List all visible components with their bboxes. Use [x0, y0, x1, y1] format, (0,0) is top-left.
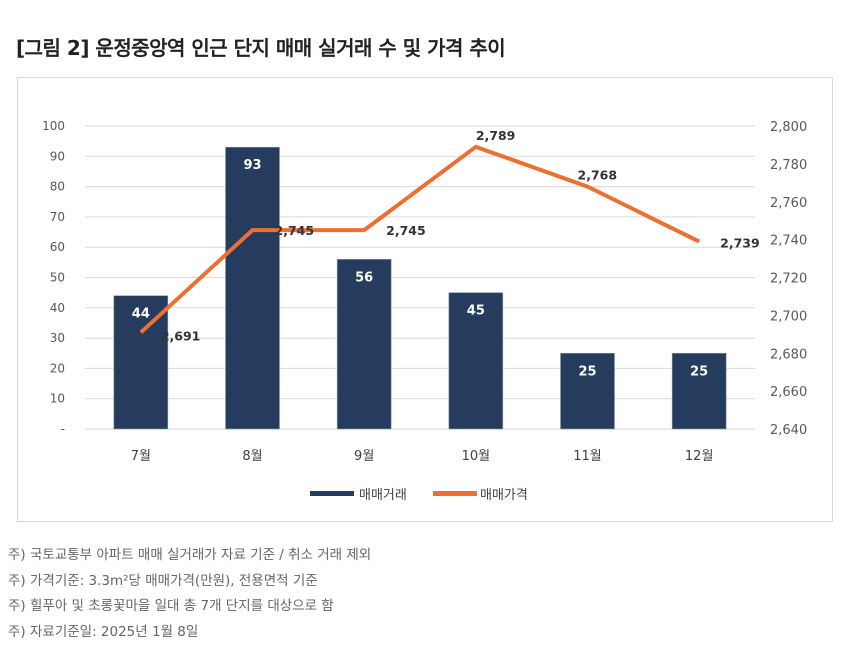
legend-label: 매매가격	[480, 488, 528, 503]
bar	[671, 352, 727, 430]
bar-data-label: 45	[467, 304, 485, 319]
right-tick-label: 2,800	[770, 120, 807, 135]
left-tick-label: 30	[50, 331, 65, 345]
left-tick-label: 100	[42, 119, 65, 133]
left-tick-label: 50	[50, 271, 65, 285]
left-tick-label: 10	[50, 392, 65, 406]
line-data-label: 2,768	[578, 168, 618, 183]
bar	[225, 146, 280, 430]
left-tick-label: 80	[50, 180, 65, 194]
x-tick-label: 11월	[573, 449, 602, 464]
footnote: 주) 가격기준: 3.3m²당 매매가격(만원), 전용면적 기준	[8, 572, 318, 589]
right-tick-label: 2,760	[770, 196, 807, 211]
line-data-label: 2,739	[720, 236, 760, 251]
chart-title: [그림 2] 운정중앙역 인근 단지 매매 실거래 수 및 가격 추이	[16, 36, 506, 60]
left-tick-label: 20	[50, 361, 65, 375]
price-line	[139, 144, 701, 334]
line-data-label: 2,745	[386, 223, 426, 238]
left-tick-label: 90	[50, 149, 65, 163]
line-data-label: 2,691	[161, 328, 201, 343]
legend-bar-swatch	[310, 491, 354, 496]
footnotes: 주) 국토교통부 아파트 매매 실거래가 자료 기준 / 취소 거래 제외 주)…	[8, 543, 371, 645]
bar-data-label: 56	[355, 270, 373, 285]
left-tick-label: 70	[50, 210, 65, 224]
right-tick-label: 2,700	[770, 309, 807, 324]
right-tick-label: 2,720	[770, 272, 807, 287]
x-tick-label: 12월	[685, 449, 714, 464]
footnote: 주) 국토교통부 아파트 매매 실거래가 자료 기준 / 취소 거래 제외	[8, 547, 372, 563]
right-tick-label: 2,740	[770, 234, 807, 249]
line-data-label: 2,745	[275, 223, 315, 238]
left-tick-label: -	[61, 422, 65, 436]
x-tick-label: 7월	[131, 449, 151, 464]
right-tick-label: 2,680	[770, 347, 807, 362]
x-tick-label: 8월	[242, 449, 262, 464]
bar-data-label: 93	[243, 158, 261, 173]
footnote: 주) 자료기준일: 2025년 1월 8일	[8, 623, 199, 640]
chart-container: - 10 20 30 40 50 60 70 80 90 100 2,640 2,660 2,680 2,7…	[17, 77, 833, 522]
x-tick-label: 9월	[354, 449, 374, 464]
right-tick-label: 2,660	[770, 385, 807, 400]
legend-line-swatch	[433, 491, 477, 496]
legend-label: 매매거래	[359, 488, 407, 503]
bar-data-label: 25	[690, 364, 708, 379]
combo-chart: - 10 20 30 40 50 60 70 80 90 100 2,640 2,660 2,680 2,7…	[42, 119, 807, 503]
footnote: 주) 힐푸아 및 초롱꽃마을 일대 총 7개 단지를 대상으로 함	[8, 598, 334, 614]
x-tick-label: 10월	[462, 449, 491, 464]
line-data-label: 2,789	[476, 128, 516, 143]
bar	[448, 292, 504, 430]
bar	[560, 352, 615, 430]
left-tick-label: 40	[50, 301, 65, 315]
left-tick-label: 60	[50, 240, 65, 254]
right-tick-label: 2,780	[770, 158, 807, 173]
bar-data-label: 25	[578, 364, 596, 379]
right-tick-label: 2,640	[770, 423, 807, 438]
bar	[336, 259, 392, 430]
bar-data-label: 44	[132, 307, 150, 322]
